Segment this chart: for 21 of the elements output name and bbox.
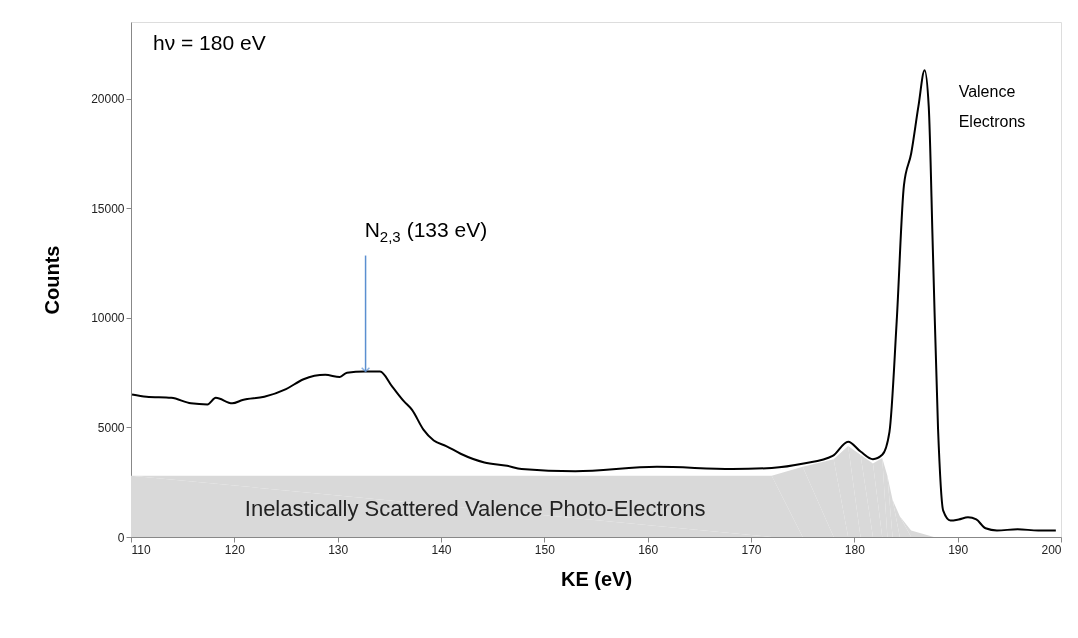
y-tick-label: 5000 — [97, 420, 125, 435]
x-axis-title: KE (eV) — [560, 567, 633, 590]
x-tick-label: 190 — [948, 542, 969, 557]
x-tick-label: 140 — [431, 542, 452, 557]
y-tick-label: 20000 — [91, 92, 125, 107]
x-tick-label: 130 — [328, 542, 349, 557]
y-tick-label: 10000 — [91, 311, 125, 326]
y-tick-label: 15000 — [91, 201, 125, 216]
x-tick-label: 110 — [131, 542, 151, 557]
annotation: hν = 180 eV — [153, 31, 266, 54]
x-tick-label: 200 — [1041, 542, 1062, 557]
y-tick-label: 0 — [117, 530, 125, 545]
x-tick-label: 150 — [534, 542, 556, 557]
y-axis-title: Counts — [41, 245, 64, 315]
x-tick-label: 180 — [844, 542, 866, 557]
x-tick-label: 120 — [224, 542, 246, 557]
x-tick-label: 170 — [741, 542, 762, 557]
line-series — [131, 69, 1057, 532]
x-tick-label: 160 — [638, 542, 659, 557]
annotation: Inelastically Scattered Valence Photo-Electrons — [244, 496, 706, 521]
annotation: Valence Electrons — [958, 83, 1026, 131]
